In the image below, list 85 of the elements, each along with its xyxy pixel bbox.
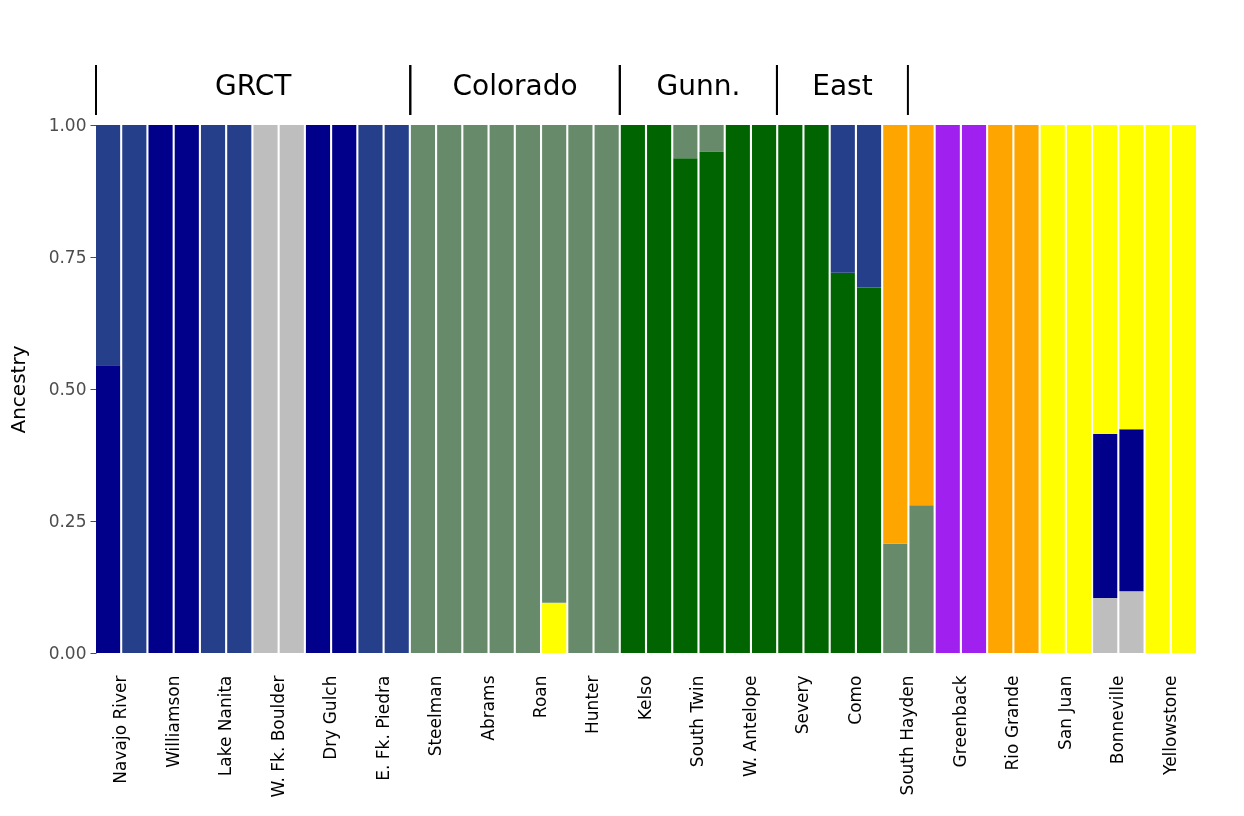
text: Gunn. (656, 69, 741, 102)
bar (883, 125, 908, 544)
x-tick-label: Roan (530, 675, 551, 719)
bar (1171, 125, 1196, 653)
bar (961, 125, 987, 653)
bar (1014, 125, 1039, 653)
x-tick-label: Greenback (949, 675, 970, 768)
x-tick-label: Williamson (162, 675, 183, 768)
x-tick-label: E. Fk. Piedra (372, 675, 393, 781)
bar (988, 125, 1013, 653)
bar (463, 125, 488, 653)
bar (410, 125, 436, 653)
y-tick-label: 1.00 (48, 114, 87, 135)
bar (673, 125, 698, 159)
bar (305, 125, 331, 653)
bar (699, 151, 724, 653)
bar (856, 287, 882, 653)
y-axis-title: Ancestry (5, 345, 30, 434)
text: GRCT (214, 69, 293, 102)
bar (673, 158, 698, 653)
bar (1066, 125, 1092, 653)
bar (568, 125, 593, 653)
bar (96, 125, 121, 366)
bar (384, 125, 409, 653)
bar (1145, 125, 1170, 653)
x-tick-label: Navajo River (110, 675, 131, 784)
bar (279, 125, 304, 653)
x-tick-label: Severy (792, 675, 813, 735)
x-tick-label: Bonneville (1107, 675, 1128, 765)
bar (752, 125, 777, 653)
bar (647, 125, 672, 653)
x-tick-label: San Juan (1054, 675, 1075, 750)
x-tick-label: South Twin (687, 675, 708, 768)
bar (1119, 125, 1144, 430)
bar (620, 125, 645, 653)
bar (778, 125, 803, 653)
x-tick-label: Lake Nanita (215, 675, 236, 777)
bar (437, 125, 462, 653)
bar (1119, 591, 1144, 653)
x-tick-label: Kelso (634, 675, 655, 721)
bar (883, 543, 908, 653)
x-tick-label: South Hayden (897, 675, 918, 796)
bar (1119, 429, 1144, 592)
bar (594, 125, 619, 653)
bar (542, 125, 567, 603)
bar (699, 125, 724, 152)
bar (358, 125, 383, 653)
bar (96, 365, 121, 653)
bar (830, 125, 855, 273)
bar (174, 125, 199, 653)
bar (542, 602, 567, 653)
bar (489, 125, 514, 653)
bar (1093, 125, 1118, 434)
y-tick-label: 0.00 (48, 642, 87, 663)
bar (148, 125, 173, 653)
x-tick-label: W. Fk. Boulder (267, 675, 288, 798)
bar (1040, 125, 1065, 653)
y-tick-label: 0.25 (48, 510, 87, 531)
bar (227, 125, 252, 653)
x-tick-label: Rio Grande (1002, 675, 1023, 771)
bar (1093, 433, 1118, 599)
x-tick-label: Hunter (582, 675, 603, 734)
bar (122, 125, 147, 653)
x-tick-label: Como (844, 675, 865, 725)
y-tick-label: 0.50 (48, 378, 87, 399)
bar (909, 125, 934, 506)
bar (856, 125, 882, 288)
bar (200, 125, 226, 653)
bar (515, 125, 540, 653)
text: Colorado (452, 69, 578, 102)
x-tick-label: Dry Gulch (320, 675, 341, 760)
bar (332, 125, 357, 653)
x-tick-label: Steelman (425, 675, 446, 757)
x-tick-label: Abrams (477, 675, 498, 741)
bar (725, 125, 750, 653)
x-tick-label: W. Antelope (739, 675, 760, 778)
bar (909, 505, 934, 653)
text: East (812, 69, 873, 102)
bar (804, 125, 829, 653)
y-tick-label: 0.75 (48, 246, 87, 267)
bar (253, 125, 278, 653)
x-tick-label: Yellowstone (1159, 675, 1180, 776)
bar (1093, 598, 1118, 653)
bar (935, 125, 960, 653)
bar (830, 272, 855, 653)
